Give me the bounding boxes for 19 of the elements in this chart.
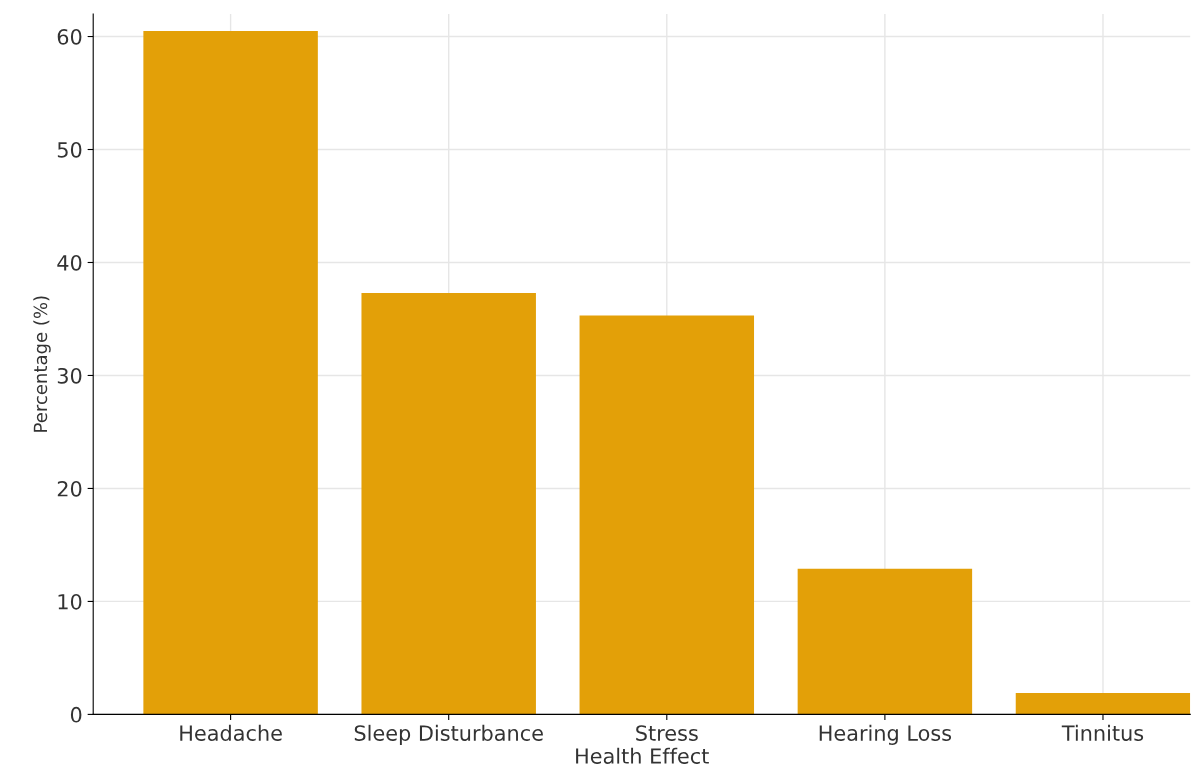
x-tick-label: Tinnitus bbox=[1061, 724, 1144, 741]
bar bbox=[143, 30, 318, 715]
x-axis-title: Health Effect bbox=[576, 747, 709, 764]
bar bbox=[797, 568, 973, 715]
y-axis-title: Percentage (%) bbox=[33, 296, 51, 432]
y-tick-label: 50 bbox=[57, 141, 82, 158]
bar bbox=[361, 292, 536, 715]
y-tick-label: 40 bbox=[57, 254, 82, 271]
y-tick-label: 30 bbox=[57, 367, 82, 384]
x-tick-label: Headache bbox=[180, 724, 282, 741]
y-tick-label: 60 bbox=[57, 28, 82, 45]
bar bbox=[579, 315, 755, 715]
x-tick-label: Hearing Loss bbox=[819, 724, 952, 745]
bar bbox=[1015, 692, 1191, 715]
y-tick-label: 20 bbox=[57, 480, 82, 497]
x-tick-label: Stress bbox=[636, 725, 698, 741]
y-tick-label: 10 bbox=[58, 593, 82, 610]
y-tick-label: 0 bbox=[70, 706, 82, 723]
x-tick-label: Sleep Disturbance bbox=[354, 724, 543, 745]
